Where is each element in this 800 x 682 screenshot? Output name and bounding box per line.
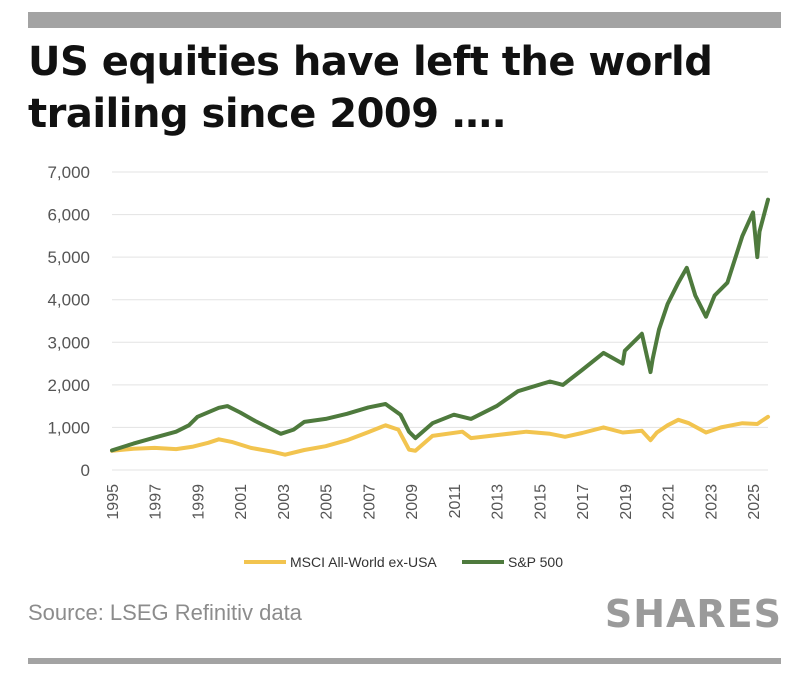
y-tick-label: 1,000	[47, 418, 90, 437]
y-tick-label: 2,000	[47, 376, 90, 395]
chart-title-line-2: trailing since 2009 ….	[28, 91, 507, 137]
x-tick-label: 1995	[105, 484, 122, 520]
source-note: Source: LSEG Refinitiv data	[28, 600, 302, 625]
x-tick-label: 1997	[148, 484, 165, 520]
y-axis-tick-labels: 0 1,000 2,000 3,000 4,000 5,000 6,000 7,000	[47, 163, 90, 480]
x-tick-label: 2007	[361, 484, 378, 520]
msci-series-line	[110, 414, 770, 457]
grid-lines	[112, 171, 768, 471]
x-tick-label: 1999	[190, 484, 207, 520]
x-tick-label: 2013	[490, 484, 507, 520]
line-chart: 0 1,000 2,000 3,000 4,000 5,000 6,000 7,000 199…	[47, 163, 770, 570]
sp500-series-line	[110, 197, 770, 453]
x-tick-label: 2021	[661, 484, 678, 520]
series-lines	[110, 197, 770, 457]
legend: MSCI All-World ex-USA S&P 500	[244, 554, 563, 570]
x-tick-label: 2019	[618, 484, 635, 520]
x-tick-label: 2009	[404, 484, 421, 520]
y-tick-label: 4,000	[47, 291, 90, 310]
y-tick-label: 0	[81, 461, 90, 480]
y-tick-label: 7,000	[47, 163, 90, 182]
top-rule	[28, 12, 781, 28]
shares-logo: SHARES	[604, 592, 782, 636]
chart-title: US equities have left the world trailing…	[28, 36, 778, 140]
x-tick-label: 2003	[276, 484, 293, 520]
x-axis-tick-labels: 1995 1997 1999 2001 2003 2005 2007 2009 2011 2013…	[105, 484, 763, 520]
x-tick-label: 2001	[233, 484, 250, 520]
x-tick-label: 2015	[532, 484, 549, 520]
x-tick-label: 2025	[746, 484, 763, 520]
x-tick-label: 2005	[319, 484, 336, 520]
chart-title-line-1: US equities have left the world	[28, 39, 713, 85]
legend-label-msci: MSCI All-World ex-USA	[290, 554, 437, 570]
x-tick-label: 2017	[575, 484, 592, 520]
y-tick-label: 6,000	[47, 206, 90, 225]
x-tick-label: 2023	[703, 484, 720, 520]
x-tick-label: 2011	[447, 484, 464, 519]
legend-label-sp500: S&P 500	[508, 554, 563, 570]
bottom-rule	[28, 658, 781, 664]
y-tick-label: 3,000	[47, 333, 90, 352]
y-tick-label: 5,000	[47, 248, 90, 267]
